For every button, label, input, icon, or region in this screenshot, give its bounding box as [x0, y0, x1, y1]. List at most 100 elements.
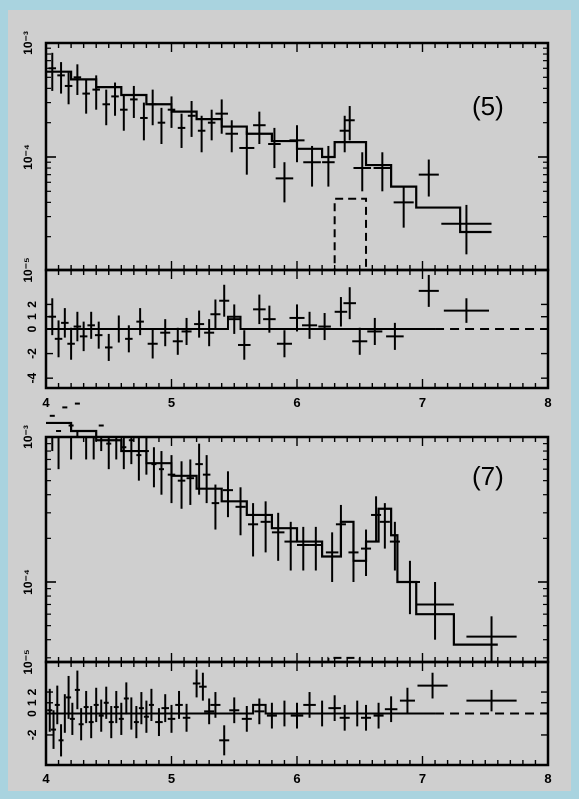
residual-data-point	[123, 682, 129, 715]
spectrum-data-point	[102, 89, 111, 126]
residual-data-point	[192, 669, 201, 698]
residual-data-point	[115, 315, 123, 343]
spectrum-data-point	[416, 582, 454, 640]
x-tick-label: 8	[544, 771, 551, 786]
spectrum-data-point	[49, 414, 55, 452]
spectrum-data-point	[389, 521, 400, 571]
residual-data-point	[334, 297, 348, 327]
residual-data-point	[253, 294, 266, 325]
residual-data-point	[399, 687, 415, 714]
residual-data-point	[278, 700, 291, 727]
residual-data-point	[443, 298, 490, 323]
spectrum-data-point	[151, 447, 157, 488]
residual-data-point	[155, 708, 163, 737]
residual-data-point	[48, 298, 57, 336]
y-tick-label: 10⁻⁴	[21, 569, 35, 595]
residual-data-point	[88, 705, 94, 739]
residual-data-point	[266, 702, 277, 729]
spectrum-data-point	[207, 109, 216, 141]
residual-data-point	[417, 672, 448, 699]
y-tick-label: 10⁻⁵	[21, 257, 35, 282]
residual-y-tick-label: -2	[25, 729, 39, 740]
spectrum-data-point	[167, 96, 176, 128]
residual-data-point	[289, 304, 305, 332]
x-tick-label: 7	[419, 395, 426, 410]
residual-data-point	[254, 698, 265, 725]
residual-data-point	[118, 702, 124, 735]
spectrum-data-point	[339, 115, 350, 153]
residual-data-point	[62, 694, 68, 733]
residual-plot-5: 4 5 6 7 8 2 1 0 -2 -4	[25, 43, 552, 410]
spectrum-data-point	[284, 521, 297, 571]
spectrum-data-point	[187, 100, 196, 137]
residual-data-point	[74, 670, 80, 710]
residual-data-point	[241, 705, 252, 732]
spectrum-data-point	[466, 616, 517, 661]
residual-y-tick-label: -2	[25, 348, 39, 359]
spectrum-data-point	[260, 501, 271, 553]
spectrum-data-point	[82, 79, 90, 114]
spectrum-data-point	[268, 127, 281, 169]
residual-data-point	[143, 700, 149, 733]
residual-data-point	[58, 724, 64, 757]
residual-data-point	[384, 696, 398, 723]
residual-data-point	[147, 329, 158, 359]
residual-data-point	[67, 327, 75, 360]
y-tick-label: 10⁻³	[21, 425, 35, 449]
residual-data-point	[276, 330, 292, 358]
x-tick-label: 8	[544, 395, 551, 410]
residual-data-point	[160, 319, 171, 347]
y-tick-label: 10⁻⁵	[21, 649, 35, 674]
residual-data-point	[318, 313, 331, 341]
residual-data-point	[47, 688, 53, 732]
spectrum-data-point	[325, 532, 339, 582]
residual-data-point	[339, 704, 350, 731]
spectrum-data-point	[239, 130, 255, 175]
residual-data-point	[78, 708, 84, 741]
spectrum-data-point	[309, 526, 323, 571]
residual-y-tick-label: 0	[25, 325, 39, 332]
residual-data-point	[136, 308, 144, 336]
residual-data-point	[343, 287, 356, 320]
residual-data-point	[54, 685, 60, 725]
spectrum-data-point	[353, 152, 372, 192]
spectrum-data-point	[361, 529, 372, 576]
spectrum-data-point	[399, 560, 420, 615]
spectrum-data-point	[91, 436, 97, 460]
residual-data-point	[229, 697, 240, 724]
spectrum-data-point	[211, 484, 220, 530]
y-tick-label: 10⁻⁴	[21, 144, 35, 170]
spectrum-data-point	[106, 438, 112, 470]
residual-data-point	[181, 317, 192, 345]
residual-data-point	[128, 697, 134, 730]
residual-data-point	[315, 700, 329, 727]
spectrum-data-point	[83, 429, 89, 460]
residual-data-point	[125, 325, 133, 353]
spectrum-data-point	[158, 451, 164, 495]
residual-data-point	[54, 320, 63, 358]
residual-data-point	[290, 702, 304, 729]
spectrum-data-point	[393, 185, 414, 228]
spectrum-data-point	[167, 455, 176, 504]
residual-data-point	[328, 695, 341, 722]
spectrum-data-point	[148, 89, 157, 126]
x-tick-label: 5	[168, 771, 175, 786]
spectrum-data-point	[348, 532, 359, 582]
residual-data-point	[175, 690, 183, 719]
spectrum-data-point	[441, 204, 492, 255]
residual-data-point	[93, 687, 99, 723]
spectrum-data-point	[303, 145, 321, 187]
residual-data-point	[194, 310, 205, 338]
spectrum-data-point	[371, 496, 382, 542]
residual-data-point	[172, 327, 183, 355]
residual-model-line	[46, 315, 436, 330]
x-tick-label: 7	[419, 771, 426, 786]
residual-data-point	[386, 322, 404, 350]
spectrum-data-point	[120, 94, 128, 131]
spectrum-data-point	[92, 75, 100, 110]
residual-y-tick-label: 1	[25, 699, 39, 706]
residual-data-point	[103, 686, 109, 719]
spectrum-data-point	[130, 85, 138, 118]
x-tick-label: 6	[293, 771, 300, 786]
residual-data-point	[263, 305, 276, 333]
